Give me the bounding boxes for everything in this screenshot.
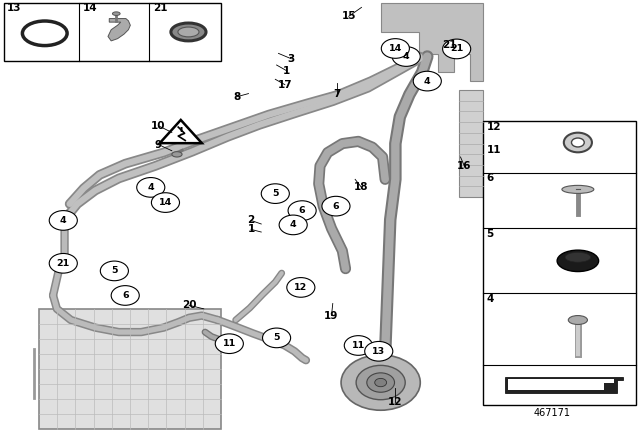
Circle shape: [356, 366, 405, 400]
Polygon shape: [460, 90, 483, 197]
Text: 5: 5: [272, 189, 278, 198]
Ellipse shape: [565, 252, 591, 262]
Polygon shape: [381, 3, 483, 81]
FancyBboxPatch shape: [4, 3, 221, 61]
Text: 6: 6: [486, 173, 494, 183]
Text: 13: 13: [372, 347, 385, 356]
Text: 21: 21: [153, 3, 167, 13]
Circle shape: [344, 336, 372, 355]
Circle shape: [288, 201, 316, 220]
Text: 14: 14: [388, 44, 402, 53]
Text: 4: 4: [403, 52, 410, 61]
Text: 8: 8: [234, 92, 241, 102]
Text: 4: 4: [486, 294, 494, 304]
Text: 19: 19: [324, 310, 339, 321]
Circle shape: [443, 39, 470, 59]
Circle shape: [279, 215, 307, 235]
Text: 3: 3: [287, 54, 295, 64]
Ellipse shape: [178, 27, 199, 37]
Circle shape: [341, 355, 420, 410]
Circle shape: [392, 47, 420, 66]
Text: 6: 6: [299, 206, 305, 215]
Circle shape: [322, 196, 350, 216]
FancyBboxPatch shape: [483, 121, 636, 405]
Ellipse shape: [557, 250, 598, 271]
Text: 5: 5: [111, 267, 118, 276]
Text: 16: 16: [457, 161, 472, 171]
Text: 10: 10: [151, 121, 166, 131]
Circle shape: [375, 379, 387, 387]
Polygon shape: [160, 120, 202, 143]
Text: 2: 2: [248, 215, 255, 225]
Circle shape: [572, 138, 584, 147]
Text: 20: 20: [182, 300, 196, 310]
Ellipse shape: [171, 23, 206, 41]
Text: 18: 18: [355, 182, 369, 192]
Text: 12: 12: [294, 283, 307, 292]
Text: 11: 11: [352, 341, 365, 350]
Circle shape: [413, 71, 442, 91]
Text: 14: 14: [159, 198, 172, 207]
Ellipse shape: [568, 315, 588, 324]
Text: 12: 12: [388, 397, 403, 407]
Text: 6: 6: [333, 202, 339, 211]
Circle shape: [100, 261, 129, 281]
Circle shape: [215, 334, 243, 353]
Text: 7: 7: [333, 90, 341, 99]
Text: 11: 11: [486, 145, 501, 155]
Circle shape: [137, 177, 165, 197]
Text: 4: 4: [424, 77, 431, 86]
Circle shape: [152, 193, 179, 212]
Text: 1: 1: [283, 66, 291, 76]
Circle shape: [262, 328, 291, 348]
Circle shape: [564, 133, 592, 152]
Polygon shape: [108, 18, 131, 41]
Text: 467171: 467171: [533, 408, 570, 418]
Text: 5: 5: [273, 333, 280, 342]
Circle shape: [261, 184, 289, 203]
Text: 17: 17: [278, 80, 292, 90]
Circle shape: [287, 278, 315, 297]
Circle shape: [367, 373, 394, 392]
Text: 21: 21: [57, 259, 70, 268]
Text: 11: 11: [223, 339, 236, 348]
Text: 14: 14: [83, 3, 97, 13]
Text: 4: 4: [290, 220, 296, 229]
Circle shape: [381, 39, 410, 58]
Ellipse shape: [562, 185, 594, 194]
Polygon shape: [505, 377, 623, 393]
Text: 1: 1: [248, 224, 255, 234]
Ellipse shape: [172, 152, 182, 157]
Text: 9: 9: [155, 139, 162, 150]
Text: 5: 5: [486, 229, 494, 239]
Text: 15: 15: [342, 11, 356, 22]
Ellipse shape: [22, 21, 67, 46]
Text: 21: 21: [450, 44, 463, 53]
Circle shape: [365, 341, 393, 361]
Text: !: !: [178, 127, 183, 138]
Polygon shape: [508, 379, 614, 390]
Ellipse shape: [113, 12, 120, 15]
Circle shape: [49, 211, 77, 230]
Text: 21: 21: [442, 40, 456, 50]
Text: 4: 4: [60, 216, 67, 225]
Text: 12: 12: [486, 122, 501, 132]
Text: 13: 13: [7, 3, 22, 13]
Text: 6: 6: [122, 291, 129, 300]
FancyBboxPatch shape: [39, 309, 221, 430]
Circle shape: [49, 254, 77, 273]
Circle shape: [111, 286, 140, 305]
Text: 4: 4: [147, 183, 154, 192]
